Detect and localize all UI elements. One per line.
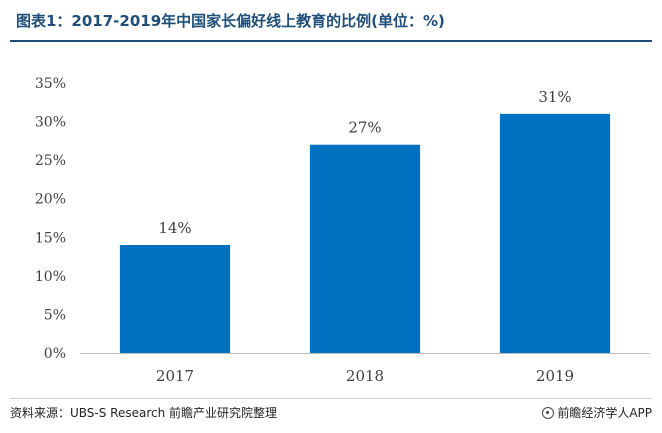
bar — [309, 144, 421, 353]
chart-title: 图表1：2017-2019年中国家长偏好线上教育的比例(单位：%) — [16, 12, 445, 30]
bar-value-label: 31% — [538, 88, 571, 106]
title-divider — [10, 40, 652, 42]
bar — [119, 245, 231, 353]
y-tick-label: 5% — [44, 307, 66, 323]
y-tick-label: 35% — [35, 76, 66, 92]
bar-series — [119, 113, 611, 353]
y-axis: 0% 5% 10% 15% 20% 25% 30% 35% — [35, 76, 66, 362]
brand-name: 前瞻经济学人APP — [557, 406, 652, 420]
y-tick-label: 25% — [35, 153, 66, 169]
y-tick-label: 10% — [35, 269, 66, 285]
bar-value-label: 14% — [158, 219, 191, 237]
x-tick-label: 2017 — [156, 367, 194, 385]
y-tick-label: 0% — [44, 346, 66, 362]
brand-logo-icon — [542, 406, 555, 419]
y-tick-label: 20% — [35, 192, 66, 208]
bar-chart: 0%5%10%15%20%25%30%35% 14%27%31% 2017 201… — [35, 76, 650, 385]
bar — [499, 113, 611, 353]
x-axis: 2017 2018 2019 — [156, 367, 574, 385]
data-labels: 14% 27% 31% — [158, 88, 571, 237]
source-note: 资料来源：UBS-S Research 前瞻产业研究院整理 — [10, 406, 278, 420]
x-tick-label: 2019 — [536, 367, 574, 385]
brand: 前瞻经济学人APP — [542, 404, 652, 421]
y-tick-label: 15% — [35, 230, 66, 246]
y-tick-label: 30% — [35, 115, 66, 131]
x-tick-label: 2018 — [346, 367, 384, 385]
footer-divider — [10, 398, 652, 399]
bar-value-label: 27% — [348, 119, 381, 137]
